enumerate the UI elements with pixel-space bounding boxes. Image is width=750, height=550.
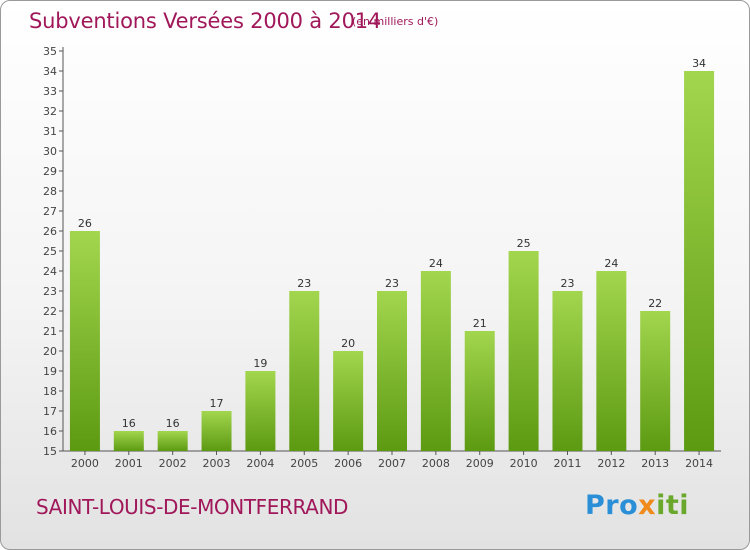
- y-tick-label: 25: [43, 245, 57, 258]
- y-tick-label: 19: [43, 365, 57, 378]
- y-tick-label: 24: [43, 265, 57, 278]
- bar-value-label: 16: [166, 417, 180, 430]
- x-tick-label: 2012: [597, 457, 625, 470]
- bar-value-label: 16: [122, 417, 136, 430]
- bar-value-label: 26: [78, 217, 92, 230]
- x-tick-label: 2003: [203, 457, 231, 470]
- y-tick-label: 30: [43, 145, 57, 158]
- logo-part-1: Pro: [585, 490, 639, 521]
- bar-value-label: 34: [692, 57, 706, 70]
- unit-label: (en milliers d'€): [352, 15, 439, 28]
- bar-value-label: 22: [648, 297, 662, 310]
- y-tick-label: 17: [43, 405, 57, 418]
- bar-value-label: 24: [429, 257, 443, 270]
- y-tick-label: 15: [43, 445, 57, 458]
- bar-value-label: 19: [253, 357, 267, 370]
- y-tick-label: 23: [43, 285, 57, 298]
- y-tick-label: 20: [43, 345, 57, 358]
- x-tick-label: 2014: [685, 457, 713, 470]
- bar: [201, 411, 232, 451]
- y-tick-label: 21: [43, 325, 57, 338]
- bar: [377, 291, 407, 451]
- y-tick-label: 34: [43, 65, 57, 78]
- x-tick-label: 2013: [641, 457, 669, 470]
- proxiti-logo: Proxiti: [585, 490, 689, 521]
- bar-value-label: 21: [473, 317, 487, 330]
- y-tick-label: 18: [43, 385, 57, 398]
- x-tick-label: 2002: [159, 457, 187, 470]
- x-tick-label: 2009: [466, 457, 494, 470]
- x-tick-label: 2004: [246, 457, 274, 470]
- y-tick-label: 16: [43, 425, 57, 438]
- bar-value-label: 23: [297, 277, 311, 290]
- y-tick-label: 26: [43, 225, 57, 238]
- place-name: SAINT-LOUIS-DE-MONTFERRAND: [36, 495, 349, 519]
- bar: [684, 71, 715, 451]
- bar-value-label: 25: [517, 237, 531, 250]
- bar: [333, 351, 364, 451]
- bar: [157, 431, 188, 451]
- chart-title: Subventions Versées 2000 à 2014: [29, 9, 382, 33]
- bar: [69, 231, 100, 451]
- y-tick-label: 33: [43, 85, 57, 98]
- y-tick-label: 29: [43, 165, 57, 178]
- y-tick-label: 28: [43, 185, 57, 198]
- bar-value-label: 20: [341, 337, 355, 350]
- y-tick-label: 31: [43, 125, 57, 138]
- bar: [640, 311, 671, 451]
- bar-value-label: 23: [385, 277, 399, 290]
- bar: [508, 251, 539, 451]
- x-tick-label: 2005: [290, 457, 318, 470]
- bar: [113, 431, 144, 451]
- x-tick-label: 2007: [378, 457, 406, 470]
- bar-value-label: 17: [210, 397, 224, 410]
- x-tick-label: 2000: [71, 457, 99, 470]
- bar: [552, 291, 583, 451]
- x-tick-label: 2008: [422, 457, 450, 470]
- x-tick-label: 2011: [553, 457, 581, 470]
- bar: [596, 271, 627, 451]
- y-tick-label: 35: [43, 45, 57, 58]
- x-tick-label: 2010: [510, 457, 538, 470]
- y-tick-label: 32: [43, 105, 57, 118]
- bar-value-label: 23: [560, 277, 574, 290]
- y-tick-label: 27: [43, 205, 57, 218]
- bar: [464, 331, 495, 451]
- x-tick-label: 2006: [334, 457, 362, 470]
- y-tick-label: 22: [43, 305, 57, 318]
- bar: [420, 271, 451, 451]
- bar-value-label: 24: [604, 257, 618, 270]
- bar: [245, 371, 276, 451]
- bar: [289, 291, 320, 451]
- x-tick-label: 2001: [115, 457, 143, 470]
- logo-part-2: x: [638, 490, 657, 521]
- logo-part-3: iti: [656, 490, 689, 521]
